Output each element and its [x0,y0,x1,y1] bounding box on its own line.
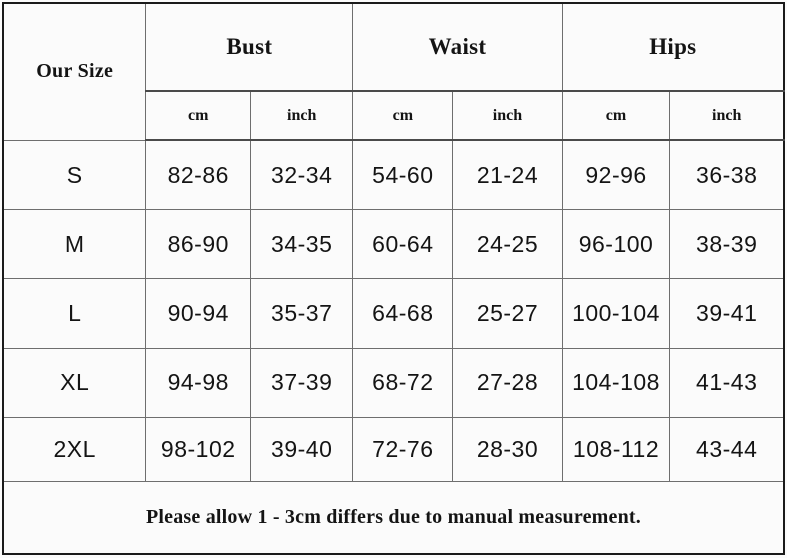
measurement-cell: 28-30 [452,416,563,482]
measurement-cell: 32-34 [250,139,354,211]
measurement-cell: 24-25 [452,209,563,280]
measurement-cell: 36-38 [669,139,785,211]
measurement-cell: 94-98 [145,347,252,418]
table-row-xl: XL 94-98 37-39 68-72 27-28 104-108 41-43 [2,347,785,418]
unit-header-hips-cm: cm [561,90,671,142]
size-label: M [2,209,147,280]
measurement-cell: 39-41 [669,278,785,349]
unit-header-bust-cm: cm [145,90,252,142]
corner-header-our-size: Our Size [2,2,147,141]
size-label: L [2,278,147,349]
measurement-cell: 72-76 [352,416,454,482]
measurement-cell: 38-39 [669,209,785,280]
measurement-cell: 37-39 [250,347,354,418]
header-row: Our Size Bust Waist Hips [2,2,785,141]
measurement-cell: 92-96 [561,139,671,211]
unit-header-hips-inch: inch [669,90,785,142]
column-group-hips: Hips [561,2,785,92]
measurement-cell: 34-35 [250,209,354,280]
size-label: 2XL [2,416,147,482]
table-row-m: M 86-90 34-35 60-64 24-25 96-100 38-39 [2,209,785,280]
unit-header-bust-inch: inch [250,90,354,142]
size-label: S [2,139,147,211]
footer-row: Please allow 1 - 3cm differs due to manu… [2,480,785,555]
measurement-cell: 60-64 [352,209,454,280]
measurement-cell: 21-24 [452,139,563,211]
measurement-cell: 108-112 [561,416,671,482]
measurement-cell: 54-60 [352,139,454,211]
table-row-l: L 90-94 35-37 64-68 25-27 100-104 39-41 [2,278,785,349]
footer-note: Please allow 1 - 3cm differs due to manu… [2,480,785,555]
size-label: XL [2,347,147,418]
measurement-cell: 98-102 [145,416,252,482]
measurement-cell: 82-86 [145,139,252,211]
measurement-cell: 96-100 [561,209,671,280]
measurement-cell: 90-94 [145,278,252,349]
column-group-bust: Bust [145,2,354,92]
column-group-waist: Waist [352,2,563,92]
measurement-cell: 35-37 [250,278,354,349]
table-row-s: S 82-86 32-34 54-60 21-24 92-96 36-38 [2,139,785,211]
measurement-cell: 27-28 [452,347,563,418]
measurement-cell: 25-27 [452,278,563,349]
measurement-cell: 41-43 [669,347,785,418]
measurement-cell: 104-108 [561,347,671,418]
measurement-cell: 86-90 [145,209,252,280]
measurement-cell: 39-40 [250,416,354,482]
unit-header-row: cm inch cm inch cm inch [3,90,785,142]
measurement-cell: 64-68 [352,278,454,349]
table-row-2xl: 2XL 98-102 39-40 72-76 28-30 108-112 43-… [2,416,785,482]
unit-header-waist-cm: cm [352,90,454,142]
measurement-cell: 100-104 [561,278,671,349]
unit-header-waist-inch: inch [452,90,563,142]
measurement-cell: 43-44 [669,416,785,482]
measurement-cell: 68-72 [352,347,454,418]
